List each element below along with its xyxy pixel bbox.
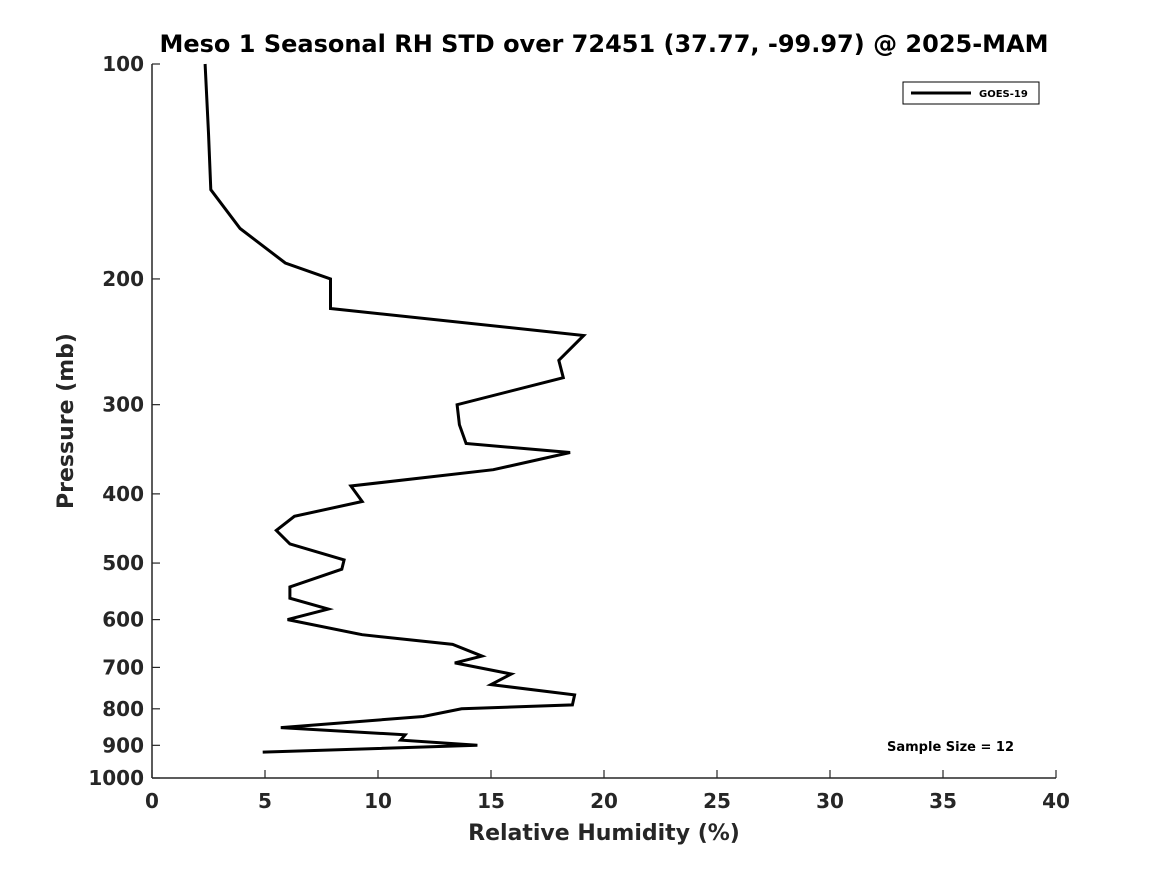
y-tick-label: 1000 [88, 766, 144, 790]
y-tick-label: 600 [102, 608, 144, 632]
x-tick-label: 25 [703, 789, 731, 813]
y-tick-label: 800 [102, 697, 144, 721]
y-tick-label: 200 [102, 267, 144, 291]
x-tick-label: 35 [929, 789, 957, 813]
chart-title: Meso 1 Seasonal RH STD over 72451 (37.77… [159, 30, 1048, 58]
series-layer [203, 63, 587, 754]
x-tick-label: 40 [1042, 789, 1070, 813]
x-axis-ticks: 0 5 10 15 20 25 30 35 40 [145, 770, 1070, 813]
x-tick-label: 20 [590, 789, 618, 813]
legend: GOES-19 [902, 81, 1040, 105]
x-tick-label: 15 [477, 789, 505, 813]
x-tick-label: 10 [364, 789, 392, 813]
y-tick-label: 100 [102, 52, 144, 76]
x-tick-label: 30 [816, 789, 844, 813]
legend-label-goes-19: GOES-19 [979, 89, 1028, 100]
sample-size-annotation: Sample Size = 12 [887, 740, 1014, 755]
y-tick-label: 700 [102, 655, 144, 679]
series-line-goes-19 [203, 63, 587, 754]
y-tick-label: 400 [102, 482, 144, 506]
x-tick-label: 5 [258, 789, 272, 813]
y-axis-ticks: 100 200 300 400 500 600 700 800 900 1000 [88, 52, 160, 790]
x-axis-label: Relative Humidity (%) [468, 821, 740, 846]
y-tick-label: 500 [102, 551, 144, 575]
x-tick-label: 0 [145, 789, 159, 813]
y-tick-label: 900 [102, 733, 144, 757]
axes-box [151, 64, 1056, 779]
y-tick-label: 300 [102, 393, 144, 417]
y-axis-label: Pressure (mb) [54, 333, 79, 509]
